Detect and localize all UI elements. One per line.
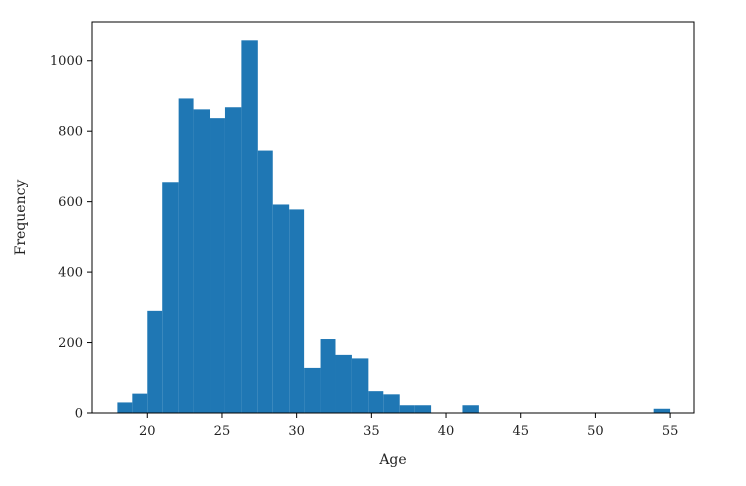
histogram-bar <box>257 150 273 413</box>
bars-group <box>117 40 671 414</box>
histogram-bar <box>335 354 352 413</box>
histogram-bar <box>304 367 321 413</box>
histogram-bar <box>320 339 336 413</box>
x-tick-label: 55 <box>662 424 679 439</box>
x-tick-label: 20 <box>139 424 156 439</box>
histogram-bar <box>383 394 400 413</box>
histogram-bar <box>462 405 479 413</box>
histogram-bar <box>117 402 133 413</box>
histogram-bar <box>351 358 369 413</box>
y-tick-label: 600 <box>58 195 83 210</box>
histogram-bar <box>653 408 671 413</box>
histogram-bar <box>224 107 242 413</box>
plot-frame <box>91 21 695 414</box>
histogram-bar <box>289 209 305 413</box>
histogram-bar <box>399 405 415 413</box>
y-tick-label: 400 <box>58 266 83 281</box>
x-tick-label: 30 <box>288 424 305 439</box>
histogram-bar <box>414 405 432 413</box>
y-tick-label: 800 <box>58 125 83 140</box>
x-tick-label: 40 <box>438 424 455 439</box>
x-tick-label: 35 <box>363 424 380 439</box>
y-tick-label: 1000 <box>50 54 83 69</box>
x-tick-label: 25 <box>214 424 231 439</box>
x-tick-label: 50 <box>587 424 604 439</box>
histogram-bar <box>368 391 384 413</box>
histogram-bar <box>193 109 211 414</box>
x-tick-label: 45 <box>512 424 529 439</box>
histogram-bar <box>210 118 225 413</box>
x-ticks-group: 20 25 30 35 40 45 50 55 <box>139 413 678 439</box>
histogram-bar <box>162 182 179 413</box>
histogram-bar <box>147 310 163 413</box>
histogram-bar <box>178 98 194 413</box>
y-tick-label: 200 <box>58 336 83 351</box>
x-axis-label: Age <box>378 452 406 468</box>
y-ticks-group: 0 200 400 600 800 1000 <box>50 54 92 422</box>
y-tick-label: 0 <box>75 407 83 422</box>
histogram-bar <box>272 204 290 413</box>
y-axis-label: Frequency <box>13 180 29 256</box>
histogram-bar <box>132 393 148 413</box>
histogram-bar <box>241 40 258 413</box>
